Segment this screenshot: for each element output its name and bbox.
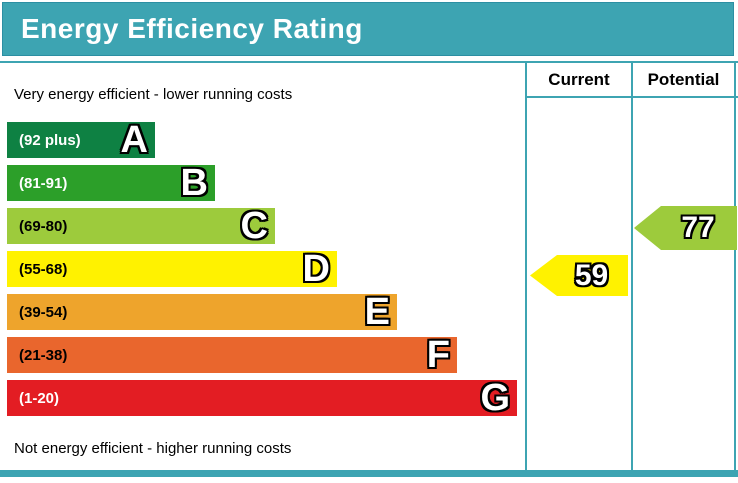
potential-rating-arrow: 77: [634, 206, 737, 250]
current-rating-arrow: 59: [530, 255, 628, 296]
band-range-label: (81-91): [19, 174, 68, 192]
chart-top-border: [0, 61, 738, 63]
top-note: Very energy efficient - lower running co…: [14, 86, 293, 103]
current-column-left-border: [525, 61, 527, 470]
band-letter: B: [180, 162, 208, 204]
band-letter: F: [426, 334, 450, 376]
current-column-header: Current: [548, 70, 610, 89]
chart-title-bar: Energy Efficiency Rating: [2, 2, 734, 56]
band-range-label: (39-54): [19, 303, 68, 321]
band-range-label: (21-38): [19, 346, 68, 364]
bottom-note: Not energy efficient - higher running co…: [14, 440, 292, 457]
band-letter: A: [120, 119, 148, 161]
potential-column-left-border: [631, 61, 633, 470]
band-letter: E: [364, 291, 390, 333]
chart-title: Energy Efficiency Rating: [21, 13, 363, 44]
band-row-c: (69-80) C: [7, 205, 275, 247]
table-right-border: [734, 61, 736, 470]
band-row-e: (39-54) E: [7, 291, 397, 333]
band-range-label: (92 plus): [19, 131, 81, 149]
band-row-f: (21-38) F: [7, 334, 457, 376]
band-row-a: (92 plus) A: [7, 119, 155, 161]
band-letter: D: [302, 248, 330, 290]
current-rating-value: 59: [574, 258, 609, 292]
header-underline: [525, 96, 738, 98]
band-row-g: (1-20) G: [7, 377, 517, 419]
band-letter: G: [480, 377, 510, 419]
potential-rating-value: 77: [681, 211, 715, 244]
band-range-label: (69-80): [19, 217, 68, 235]
band-letter: C: [240, 205, 268, 247]
chart-bottom-border: [0, 470, 738, 477]
band-row-d: (55-68) D: [7, 248, 337, 290]
band-range-label: (1-20): [19, 389, 60, 407]
potential-column-header: Potential: [647, 70, 720, 89]
band-range-label: (55-68): [19, 260, 68, 278]
band-row-b: (81-91) B: [7, 162, 215, 204]
